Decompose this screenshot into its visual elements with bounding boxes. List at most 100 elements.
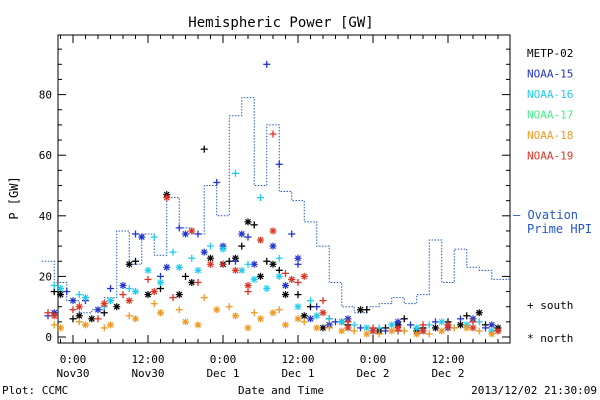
noaa-18-south-point	[475, 327, 483, 335]
noaa-19-north-point	[150, 288, 158, 296]
noaa-18-north-point	[488, 330, 496, 338]
x-tick-label-time: 12:00	[431, 353, 464, 366]
noaa-15-south-point	[357, 324, 364, 332]
noaa-16-south-point	[275, 254, 283, 262]
noaa-16-south-point	[257, 194, 264, 202]
noaa-15-north-point	[294, 254, 302, 262]
plot-credit: Plot: CCMC	[2, 384, 68, 397]
noaa-19-south-point	[319, 297, 327, 305]
noaa-15-north-point	[200, 248, 208, 256]
noaa-18-south-point	[150, 300, 158, 308]
legend-noaa-15: NOAA-15	[527, 68, 573, 81]
noaa-18-south-point	[325, 324, 333, 332]
noaa-18-north-point	[157, 309, 164, 317]
noaa-16-north-point	[438, 318, 446, 326]
noaa-16-north-point	[57, 285, 64, 293]
noaa-19-north-point	[394, 324, 402, 332]
legend-ovation-line1: — Ovation	[513, 208, 578, 222]
metp-02-north-point	[75, 312, 83, 320]
noaa-18-south-point	[225, 303, 233, 311]
ovation-prime-hpi-line	[41, 97, 510, 314]
noaa-15-south-point	[132, 230, 139, 238]
noaa-19-south-point	[419, 321, 427, 329]
noaa-18-south-point	[375, 330, 383, 338]
noaa-18-south-point	[450, 324, 458, 332]
x-tick-label-time: 0:00	[60, 353, 87, 366]
noaa-18-south-point	[175, 306, 183, 314]
legend-metp-02: METP-02	[527, 47, 573, 60]
noaa-16-north-point	[107, 297, 114, 305]
noaa-16-north-point	[82, 294, 89, 302]
noaa-18-north-point	[388, 327, 396, 335]
plot-timestamp: 2013/12/02 21:30:09	[471, 384, 597, 397]
noaa-16-north-point	[144, 266, 152, 274]
noaa-18-north-point	[232, 312, 239, 320]
noaa-16-south-point	[75, 291, 83, 299]
x-tick-label-date: Nov30	[131, 367, 164, 380]
metp-02-south-point	[50, 288, 58, 296]
noaa-16-north-point	[194, 266, 202, 274]
noaa-18-south-point	[400, 327, 408, 335]
noaa-15-north-point	[269, 242, 277, 250]
metp-02-north-point	[269, 260, 277, 268]
noaa-15-north-point	[94, 306, 102, 314]
noaa-19-north-point	[207, 260, 214, 268]
noaa-19-north-point	[344, 324, 352, 332]
noaa-16-north-point	[219, 245, 227, 253]
metp-02-north-point	[357, 306, 364, 314]
noaa-18-north-point	[338, 327, 346, 335]
noaa-18-north-point	[282, 321, 289, 329]
noaa-19-south-point	[344, 318, 352, 326]
noaa-18-north-point	[463, 324, 471, 332]
metp-02-north-point	[282, 291, 289, 299]
noaa-16-south-point	[150, 233, 158, 241]
noaa-16-north-point	[313, 312, 321, 320]
noaa-15-south-point	[194, 230, 202, 238]
noaa-19-north-point	[300, 272, 308, 280]
noaa-15-south-point	[382, 327, 389, 335]
x-tick-label-date: Dec 1	[281, 367, 314, 380]
noaa-15-south-point	[275, 160, 283, 168]
noaa-19-north-point	[75, 303, 83, 311]
noaa-18-south-point	[100, 324, 108, 332]
noaa-15-south-point	[263, 60, 271, 68]
noaa-15-south-point	[313, 303, 321, 311]
noaa-18-south-point	[75, 318, 83, 326]
y-tick-label: 0	[45, 331, 52, 344]
noaa-18-north-point	[269, 309, 277, 317]
metp-02-north-point	[207, 254, 214, 262]
noaa-19-south-point	[469, 318, 477, 326]
metp-02-south-point	[463, 312, 471, 320]
x-tick-label-date: Dec 2	[431, 367, 464, 380]
x-tick-label-date: Nov30	[56, 367, 89, 380]
data-markers	[44, 60, 502, 338]
noaa-16-north-point	[175, 263, 183, 271]
noaa-15-north-point	[138, 233, 146, 241]
noaa-19-north-point	[288, 275, 296, 283]
x-tick-label-date: Dec 1	[206, 367, 239, 380]
metp-02-south-point	[263, 257, 271, 265]
noaa-15-south-point	[332, 318, 339, 326]
metp-02-north-point	[188, 278, 196, 286]
noaa-16-south-point	[188, 254, 196, 262]
noaa-15-north-point	[119, 281, 127, 289]
noaa-16-south-point	[169, 248, 177, 256]
noaa-15-north-point	[182, 230, 189, 238]
noaa-15-south-point	[157, 272, 164, 280]
noaa-16-south-point	[375, 324, 383, 332]
x-tick-label-time: 0:00	[360, 353, 387, 366]
noaa-19-south-point	[119, 291, 127, 299]
noaa-18-south-point	[275, 306, 283, 314]
noaa-15-south-point	[482, 324, 489, 332]
noaa-16-north-point	[338, 318, 346, 326]
noaa-19-north-point	[244, 281, 252, 289]
noaa-16-north-point	[238, 266, 246, 274]
metp-02-south-point	[307, 303, 314, 311]
noaa-19-south-point	[94, 315, 102, 323]
noaa-16-north-point	[157, 278, 164, 286]
noaa-16-north-point	[388, 321, 396, 329]
metp-02-north-point	[57, 291, 64, 299]
noaa-15-south-point	[175, 224, 183, 232]
